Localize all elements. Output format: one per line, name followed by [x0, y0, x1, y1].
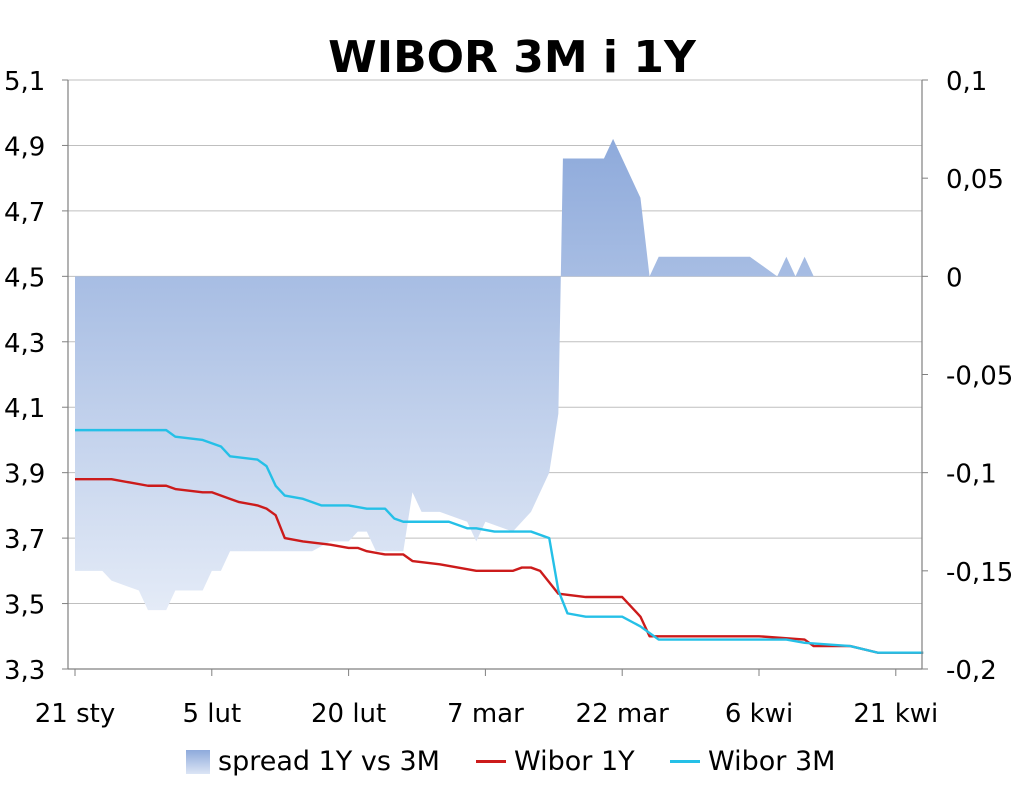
- legend-swatch-wibor-1y: [476, 760, 506, 763]
- legend-label-wibor-1y: Wibor 1Y: [514, 746, 635, 777]
- series-line-wibor-1y: [75, 478, 924, 654]
- y-left-tick-label: 3,3: [4, 656, 45, 686]
- y-left-tick-label: 3,5: [4, 591, 45, 621]
- legend-swatch-wibor-3m: [670, 760, 700, 763]
- y-right-tick-label: -0,05: [946, 362, 1013, 392]
- legend-item-wibor-1y: Wibor 1Y: [476, 746, 635, 777]
- legend-item-spread: spread 1Y vs 3M: [186, 746, 440, 777]
- legend-item-wibor-3m: Wibor 3M: [670, 746, 835, 777]
- x-tick-label: 21 sty: [35, 699, 115, 729]
- x-tick-label: 21 kwi: [853, 699, 938, 729]
- y-right-tick-label: -0,1: [946, 460, 997, 490]
- x-tick-label: 5 lut: [182, 699, 241, 729]
- series-area-spread: [75, 138, 814, 611]
- x-tick-label: 6 kwi: [725, 699, 793, 729]
- chart-title: WIBOR 3M i 1Y: [328, 32, 696, 83]
- legend-label-spread: spread 1Y vs 3M: [218, 746, 440, 777]
- legend-swatch-spread: [186, 749, 210, 774]
- y-left-tick-label: 5,1: [4, 67, 45, 97]
- y-left-tick-label: 3,9: [4, 460, 45, 490]
- y-left-tick-label: 4,7: [4, 198, 45, 228]
- x-tick-label: 22 mar: [576, 699, 670, 729]
- x-tick-label: 7 mar: [447, 699, 524, 729]
- y-left-tick-label: 4,1: [4, 394, 45, 424]
- y-left-tick-label: 4,9: [4, 132, 45, 162]
- y-left-tick-label: 4,3: [4, 329, 45, 359]
- y-right-tick-label: -0,2: [946, 656, 997, 686]
- y-right-tick-label: -0,15: [946, 558, 1013, 588]
- legend-label-wibor-3m: Wibor 3M: [708, 746, 836, 777]
- y-right-tick-label: 0: [946, 263, 963, 293]
- series-line-wibor-3m: [75, 428, 924, 654]
- y-left-tick-label: 4,5: [4, 263, 45, 293]
- x-tick-label: 20 lut: [311, 699, 386, 729]
- y-right-tick-label: 0,1: [946, 67, 987, 97]
- y-left-tick-label: 3,7: [4, 525, 45, 555]
- legend: spread 1Y vs 3M Wibor 1Y Wibor 3M: [0, 746, 1024, 786]
- y-right-tick-label: 0,05: [946, 165, 1004, 195]
